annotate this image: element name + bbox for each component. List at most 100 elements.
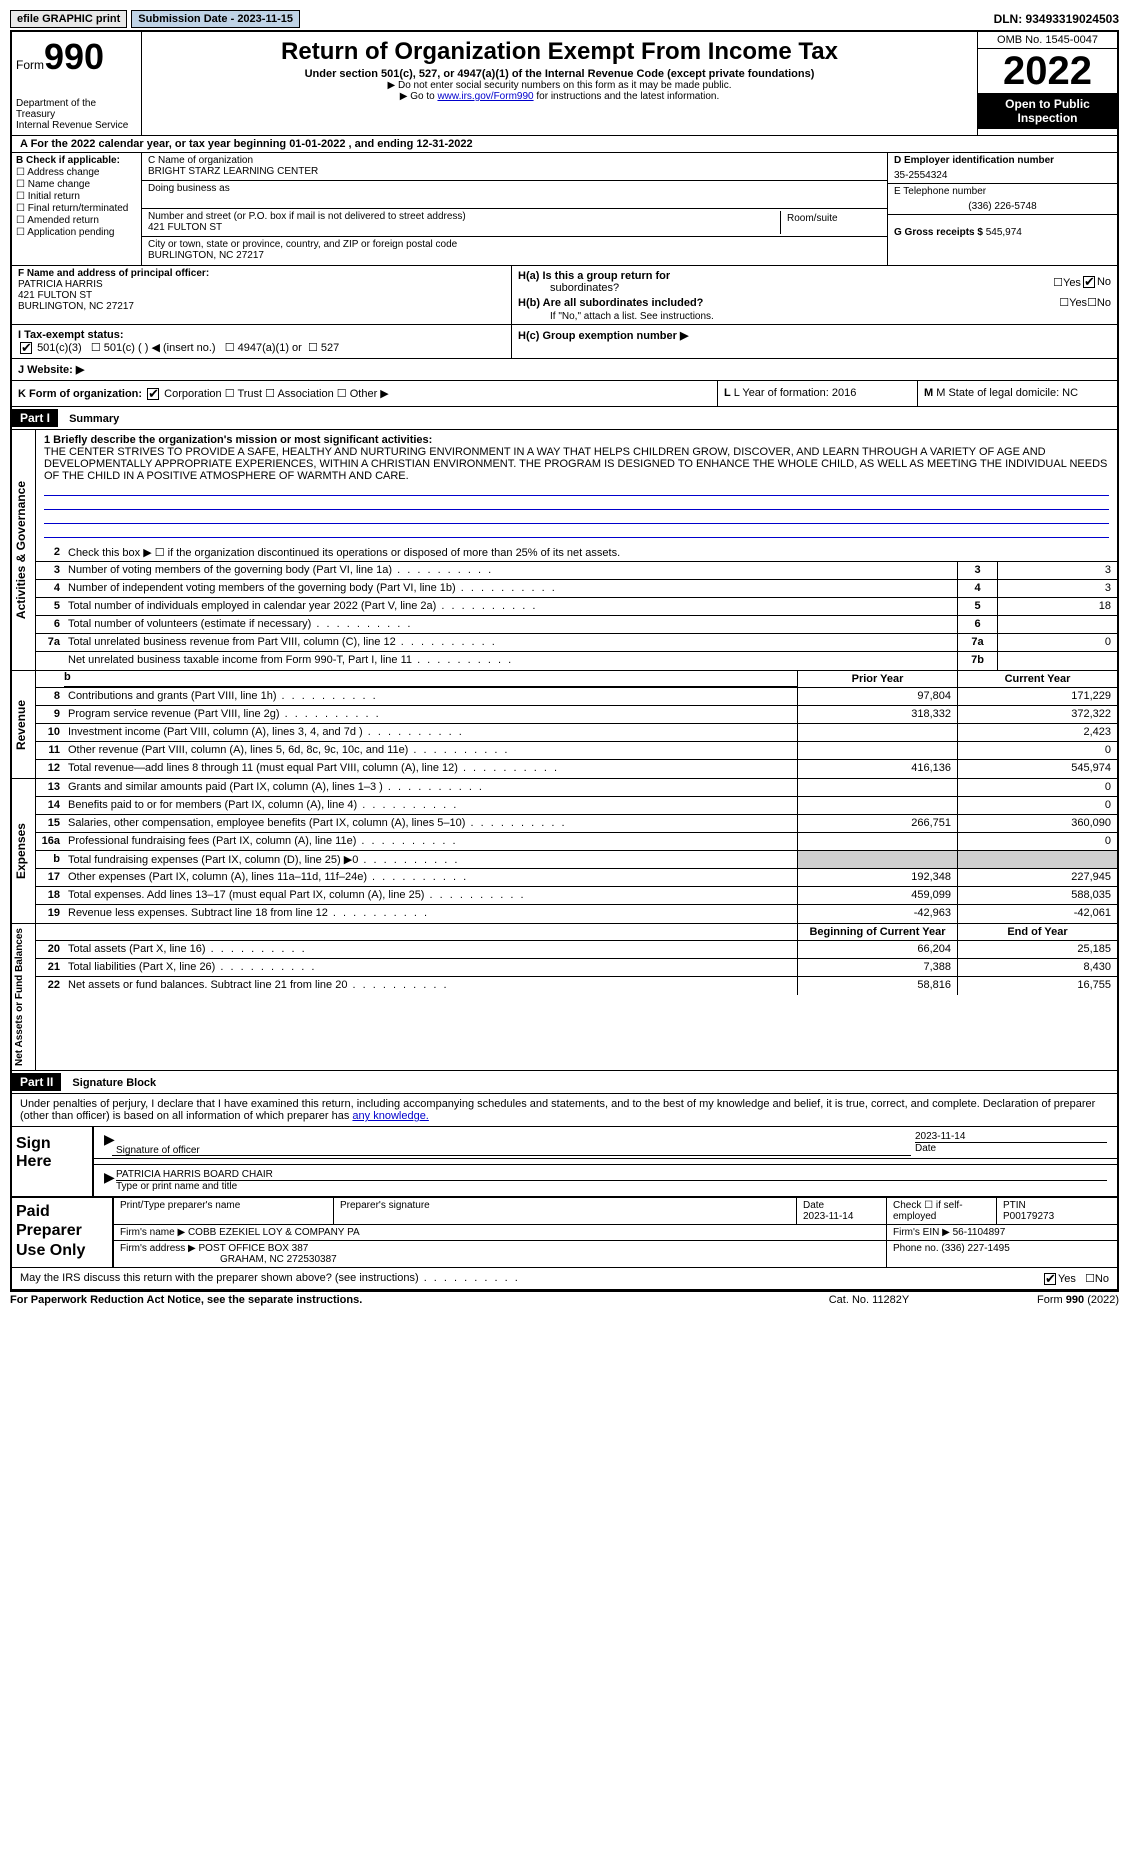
- part1-title: Summary: [61, 413, 119, 425]
- cb-501c3[interactable]: [20, 342, 32, 354]
- part1-hdr: Part I Summary: [12, 407, 1117, 430]
- firm-addr1: POST OFFICE BOX 387: [199, 1243, 309, 1254]
- line-: Net unrelated business taxable income fr…: [36, 652, 1117, 670]
- line-10: 10 Investment income (Part VIII, column …: [36, 724, 1117, 742]
- form-footer: Form 990 (2022): [969, 1294, 1119, 1306]
- tax-left: I Tax-exempt status: 501(c)(3) ☐ 501(c) …: [12, 325, 512, 358]
- form-label: Form: [16, 58, 44, 72]
- officer-city: BURLINGTON, NC 27217: [18, 301, 505, 312]
- dba-row: Doing business as: [142, 181, 887, 209]
- hb-note: If "No," attach a list. See instructions…: [518, 311, 1111, 322]
- prep-col2: Preparer's signature: [334, 1198, 797, 1224]
- activities-section: Activities & Governance 1 Briefly descri…: [12, 430, 1117, 670]
- may-discuss-row: May the IRS discuss this return with the…: [12, 1267, 1117, 1289]
- paperwork-notice: For Paperwork Reduction Act Notice, see …: [10, 1294, 769, 1306]
- part1-label: Part I: [12, 409, 58, 427]
- col-d: D Employer identification number 35-2554…: [887, 153, 1117, 265]
- street: 421 FULTON ST: [148, 222, 780, 233]
- line-3: 3 Number of voting members of the govern…: [36, 562, 1117, 580]
- prep-label: Paid Preparer Use Only: [12, 1198, 112, 1267]
- sig-officer-label: Signature of officer: [112, 1143, 911, 1162]
- footer: For Paperwork Reduction Act Notice, see …: [10, 1291, 1119, 1308]
- may-text: May the IRS discuss this return with the…: [20, 1272, 1042, 1285]
- cb-name[interactable]: ☐ Name change: [16, 179, 137, 190]
- line-20: 20 Total assets (Part X, line 16) 66,204…: [36, 941, 1117, 959]
- cat-no: Cat. No. 11282Y: [769, 1294, 969, 1306]
- knowledge-link[interactable]: any knowledge.: [352, 1110, 428, 1122]
- row-a: A For the 2022 calendar year, or tax yea…: [12, 136, 1117, 153]
- col-b: B Check if applicable: ☐ Address change …: [12, 153, 142, 265]
- submission-btn[interactable]: Submission Date - 2023-11-15: [131, 10, 300, 28]
- mission-block: 1 Briefly describe the organization's mi…: [36, 430, 1117, 544]
- line-14: 14 Benefits paid to or for members (Part…: [36, 797, 1117, 815]
- firm-name: COBB EZEKIEL LOY & COMPANY PA: [188, 1227, 360, 1238]
- note1: ▶ Do not enter social security numbers o…: [146, 80, 973, 91]
- dept: Department of the Treasury: [16, 98, 137, 120]
- note2-post: for instructions and the latest informat…: [534, 91, 720, 102]
- col-f: F Name and address of principal officer:…: [12, 266, 512, 324]
- ha-yes[interactable]: ☐Yes: [1053, 276, 1081, 289]
- mission-label: 1 Briefly describe the organization's mi…: [44, 434, 1109, 446]
- sig-declaration: Under penalties of perjury, I declare th…: [12, 1094, 1117, 1126]
- cb-address[interactable]: ☐ Address change: [16, 167, 137, 178]
- b-label: B Check if applicable:: [16, 155, 137, 166]
- prep-col3: Date2023-11-14: [797, 1198, 887, 1224]
- cb-corp[interactable]: [147, 388, 159, 400]
- line-13: 13 Grants and similar amounts paid (Part…: [36, 779, 1117, 797]
- header-center: Return of Organization Exempt From Incom…: [142, 32, 977, 135]
- efile-btn[interactable]: efile GRAPHIC print: [10, 10, 127, 28]
- gross-label: G Gross receipts $: [894, 227, 983, 238]
- prep-col1: Print/Type preparer's name: [114, 1198, 334, 1224]
- street-label: Number and street (or P.O. box if mail i…: [148, 211, 780, 222]
- city-label: City or town, state or province, country…: [148, 239, 881, 250]
- part2-hdr: Part II Signature Block: [12, 1070, 1117, 1094]
- subtitle: Under section 501(c), 527, or 4947(a)(1)…: [146, 68, 973, 80]
- current-year-hdr: Current Year: [957, 671, 1117, 687]
- sign-here: Sign Here ▶ 2023-11-14 Date Signature of…: [12, 1126, 1117, 1196]
- ein-row: D Employer identification number 35-2554…: [888, 153, 1117, 184]
- line-17: 17 Other expenses (Part IX, column (A), …: [36, 869, 1117, 887]
- end-year-hdr: End of Year: [957, 924, 1117, 940]
- prior-year-hdr: Prior Year: [797, 671, 957, 687]
- ha-no-check[interactable]: [1083, 276, 1095, 288]
- line-11: 11 Other revenue (Part VIII, column (A),…: [36, 742, 1117, 760]
- cb-final[interactable]: ☐ Final return/terminated: [16, 203, 137, 214]
- firm-ein: 56-1104897: [953, 1227, 1006, 1238]
- cb-initial[interactable]: ☐ Initial return: [16, 191, 137, 202]
- top-bar: efile GRAPHIC print Submission Date - 20…: [10, 10, 1119, 28]
- form-number: 990: [44, 36, 104, 77]
- line-16a: 16a Professional fundraising fees (Part …: [36, 833, 1117, 851]
- officer-street: 421 FULTON ST: [18, 290, 505, 301]
- sign-label: Sign Here: [12, 1127, 92, 1196]
- expenses-label: Expenses: [12, 779, 36, 923]
- form990-link[interactable]: www.irs.gov/Form990: [437, 91, 533, 102]
- gross-row: G Gross receipts $ 545,974: [888, 215, 1117, 243]
- hb-no[interactable]: ☐No: [1087, 296, 1111, 309]
- revenue-hdr: b Prior Year Current Year: [36, 671, 1117, 688]
- firm-addr2: GRAHAM, NC 272530387: [120, 1254, 337, 1265]
- rule: [44, 526, 1109, 538]
- line-19: 19 Revenue less expenses. Subtract line …: [36, 905, 1117, 923]
- prep-col5: PTINP00179273: [997, 1198, 1117, 1224]
- firm-phone: (336) 227-1495: [941, 1243, 1009, 1254]
- omb: OMB No. 1545-0047: [978, 32, 1117, 49]
- gross: 545,974: [986, 227, 1022, 238]
- form-990: Form990 Department of the Treasury Inter…: [10, 30, 1119, 1291]
- tax-year: 2022: [978, 49, 1117, 93]
- cb-amended[interactable]: ☐ Amended return: [16, 215, 137, 226]
- prep-firm-row: Firm's name ▶ COBB EZEKIEL LOY & COMPANY…: [114, 1225, 1117, 1241]
- row-k: K Form of organization: Corporation ☐ Tr…: [12, 381, 1117, 407]
- line-b: b Total fundraising expenses (Part IX, c…: [36, 851, 1117, 869]
- begin-year-hdr: Beginning of Current Year: [797, 924, 957, 940]
- hb-yes[interactable]: ☐Yes: [1059, 296, 1087, 309]
- header: Form990 Department of the Treasury Inter…: [12, 32, 1117, 136]
- may-yes[interactable]: [1044, 1273, 1056, 1285]
- revenue-label: Revenue: [12, 671, 36, 778]
- line-22: 22 Net assets or fund balances. Subtract…: [36, 977, 1117, 995]
- k-state: M M State of legal domicile: NC: [917, 381, 1117, 406]
- cb-pending[interactable]: ☐ Application pending: [16, 227, 137, 238]
- line-2: 2Check this box ▶ ☐ if the organization …: [36, 544, 1117, 562]
- k-year: L L Year of formation: 2016: [717, 381, 917, 406]
- sig-label-row: Signature of officer: [94, 1141, 1117, 1165]
- note2: ▶ Go to www.irs.gov/Form990 for instruct…: [146, 91, 973, 102]
